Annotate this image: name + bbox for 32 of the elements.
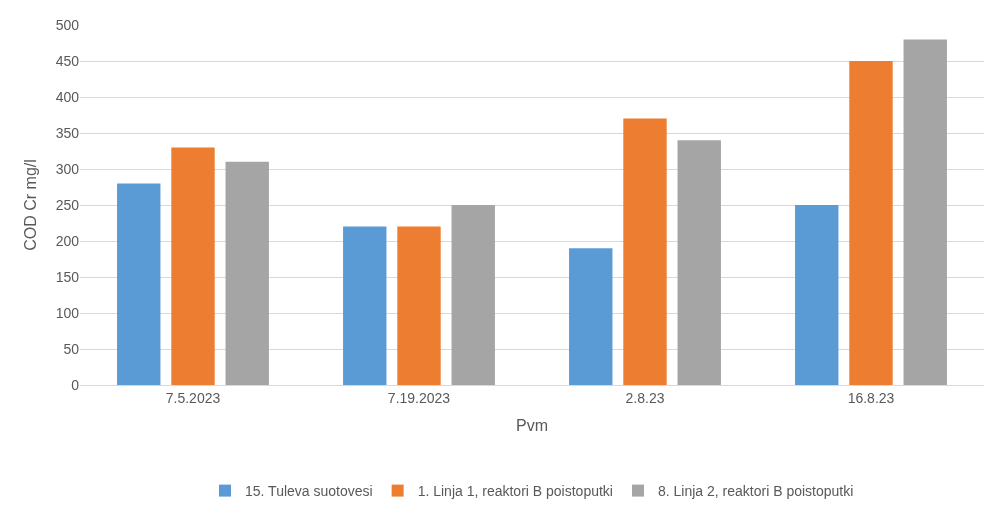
- x-tick-label: 7.5.2023: [165, 389, 221, 406]
- y-tick-label: 450: [55, 52, 80, 69]
- y-tick-label: 150: [55, 268, 80, 285]
- x-tick-label: 16.8.23: [847, 389, 895, 406]
- bar: [569, 248, 613, 385]
- x-tick-label: 7.19.2023: [387, 389, 451, 406]
- bar: [677, 140, 721, 385]
- y-tick-label: 250: [55, 196, 80, 213]
- legend-label: 15. Tuleva suotovesi: [245, 483, 373, 500]
- bar: [397, 226, 441, 385]
- y-tick-label: 200: [55, 232, 80, 249]
- y-axis-title: COD Cr mg/l: [21, 159, 39, 251]
- y-tick-label: 300: [55, 160, 80, 177]
- x-axis-title: Pvm: [516, 417, 548, 435]
- bar: [117, 183, 161, 385]
- y-tick-label: 0: [71, 376, 80, 393]
- bar: [225, 161, 269, 385]
- y-tick-label: 350: [55, 124, 80, 141]
- bar: [623, 118, 667, 385]
- y-tick-label: 100: [55, 304, 80, 321]
- bar: [171, 147, 215, 385]
- bar: [795, 205, 839, 385]
- legend-label: 1. Linja 1, reaktori B poistoputki: [417, 483, 613, 500]
- bar: [451, 205, 495, 385]
- bar: [903, 39, 947, 385]
- bar: [849, 61, 893, 385]
- legend-label: 8. Linja 2, reaktori B poistoputki: [657, 483, 854, 500]
- y-tick-label: 500: [55, 16, 80, 33]
- y-tick-label: 400: [55, 88, 80, 105]
- y-tick-label: 50: [63, 340, 80, 357]
- bar: [343, 226, 387, 385]
- x-tick-label: 2.8.23: [625, 389, 665, 406]
